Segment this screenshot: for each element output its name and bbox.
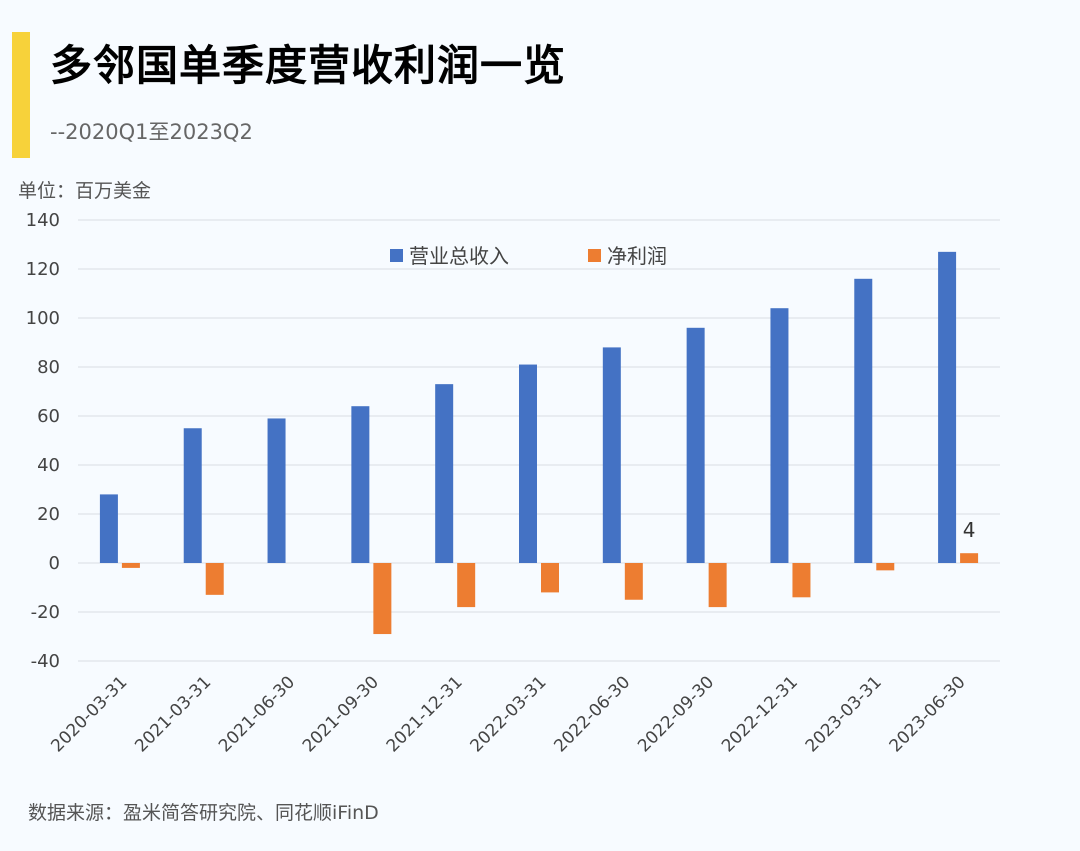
profit-bar xyxy=(792,563,811,598)
data-source-note: 数据来源：盈米简答研究院、同花顺iFinD xyxy=(28,802,379,824)
y-tick-label: 20 xyxy=(37,504,60,525)
revenue-bar xyxy=(267,418,286,563)
x-axis: 2020-03-31 2021-03-31 2021-06-30 2021-09-30… xyxy=(47,672,969,756)
page-subtitle: --2020Q1至2023Q2 xyxy=(50,120,253,144)
y-tick-label: -20 xyxy=(31,602,60,623)
x-tick-label: 2021-12-31 xyxy=(383,672,467,756)
revenue-bar xyxy=(770,308,789,563)
bar-data-label: 4 xyxy=(963,518,976,542)
revenue-bar xyxy=(854,278,873,563)
y-tick-label: 140 xyxy=(26,210,60,231)
bars xyxy=(99,251,979,635)
legend: 营业总收入 净利润 xyxy=(390,244,667,268)
x-tick-label: 2022-06-30 xyxy=(550,672,634,756)
profit-bar xyxy=(960,553,979,563)
profit-bar xyxy=(541,563,559,593)
profit-bar xyxy=(457,563,476,608)
revenue-bar xyxy=(351,406,370,563)
revenue-bar xyxy=(519,364,537,563)
profit-bar xyxy=(624,563,643,600)
x-tick-label: 2022-09-30 xyxy=(634,672,718,756)
revenue-bar xyxy=(686,327,705,563)
x-tick-label: 2023-06-30 xyxy=(886,672,970,756)
profit-bar xyxy=(373,563,392,635)
y-axis: -40 -20 0 20 40 60 80 100 120 140 xyxy=(26,210,60,672)
legend-label-revenue: 营业总收入 xyxy=(409,244,509,268)
y-tick-label: -40 xyxy=(31,651,60,672)
legend-label-profit: 净利润 xyxy=(607,244,667,268)
x-tick-label: 2021-09-30 xyxy=(299,672,383,756)
profit-bar xyxy=(121,563,140,568)
legend-swatch-revenue xyxy=(390,249,403,262)
profit-bar xyxy=(708,563,727,608)
legend-swatch-profit xyxy=(588,249,601,262)
x-tick-label: 2023-03-31 xyxy=(802,672,886,756)
y-tick-label: 80 xyxy=(37,357,60,378)
x-tick-label: 2021-03-31 xyxy=(131,672,215,756)
y-tick-label: 40 xyxy=(37,455,60,476)
revenue-bar xyxy=(938,251,957,563)
profit-bar xyxy=(205,563,224,595)
y-tick-label: 120 xyxy=(26,259,60,280)
revenue-bar xyxy=(99,494,118,563)
data-labels: 4 xyxy=(963,518,976,542)
revenue-bar xyxy=(183,428,202,563)
revenue-bar xyxy=(602,347,621,563)
unit-label: 单位：百万美金 xyxy=(18,180,152,202)
profit-bar xyxy=(876,563,895,571)
x-tick-label: 2020-03-31 xyxy=(47,672,131,756)
x-tick-label: 2022-12-31 xyxy=(718,672,802,756)
revenue-bar xyxy=(435,384,454,563)
y-tick-label: 0 xyxy=(49,553,60,574)
y-tick-label: 60 xyxy=(37,406,60,427)
title-accent-bar xyxy=(12,32,30,158)
x-tick-label: 2022-03-31 xyxy=(467,672,551,756)
page-title: 多邻国单季度营收利润一览 xyxy=(50,41,567,90)
y-tick-label: 100 xyxy=(26,308,60,329)
grid-lines xyxy=(78,219,1000,662)
x-tick-label: 2021-06-30 xyxy=(215,672,299,756)
